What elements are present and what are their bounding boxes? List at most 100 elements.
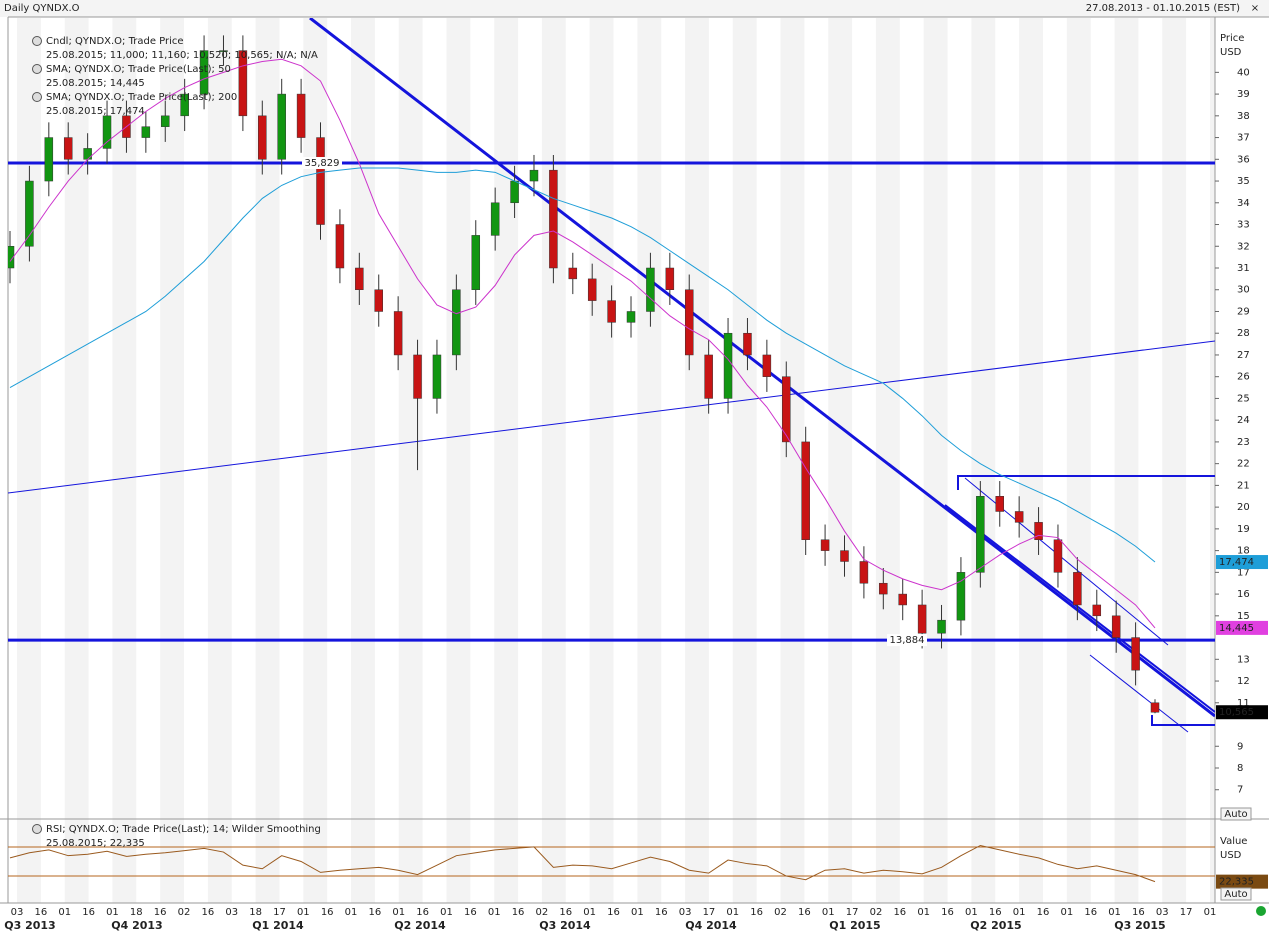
candle-body [83, 148, 92, 160]
candle-body [665, 267, 675, 290]
candle-body [723, 332, 733, 399]
x-tick-label: 16 [1037, 907, 1050, 918]
candle-body [102, 115, 112, 149]
candle-body [161, 115, 170, 127]
candle-body [1034, 522, 1043, 540]
stripe [17, 18, 41, 903]
candle-body [937, 619, 946, 634]
x-tick-label: 16 [202, 907, 215, 918]
quarter-label: Q1 2015 [829, 919, 880, 932]
level-label: 13,884 [890, 635, 925, 646]
x-tick-label: 01 [631, 907, 644, 918]
value-marker-label: 10,565 [1219, 707, 1254, 718]
x-tick-label: 16 [893, 907, 906, 918]
x-tick-label: 01 [1060, 907, 1073, 918]
channel-line [1089, 654, 1189, 733]
x-tick-label: 01 [1204, 907, 1217, 918]
legend-icon [32, 36, 42, 46]
x-tick-label: 01 [965, 907, 978, 918]
x-tick-label: 16 [798, 907, 811, 918]
candle-body [180, 93, 189, 117]
candle-body [549, 169, 558, 269]
legend: Cndl; QYNDX.O; Trade Price 25.08.2015; 11… [32, 36, 321, 849]
candle-body [452, 289, 461, 356]
x-tick-label: 01 [917, 907, 930, 918]
y-tick-label: 25 [1237, 393, 1250, 404]
auto-button[interactable] [1220, 887, 1252, 901]
x-tick-label: 01 [440, 907, 453, 918]
candle-body [1131, 637, 1140, 671]
close-icon[interactable]: × [1251, 3, 1259, 14]
stripe [637, 18, 662, 903]
x-tick-label: 01 [106, 907, 119, 918]
stripe [160, 18, 185, 903]
y-tick-label: 39 [1237, 89, 1250, 100]
rsi-line [9, 844, 1156, 883]
stripe [875, 18, 900, 903]
x-tick-label: 18 [249, 907, 262, 918]
candle-body [801, 441, 810, 540]
candle-body [219, 50, 228, 52]
value-marker-label: 14,445 [1219, 623, 1254, 634]
candle-body [917, 604, 927, 634]
x-tick-label: 02 [178, 907, 191, 918]
candle-body [432, 354, 442, 399]
rsi-axis-label: USD [1220, 850, 1242, 861]
rsi-legend-value: 25.08.2015; 22,335 [46, 838, 145, 849]
y-tick-label: 18 [1237, 546, 1250, 557]
legend-entry: SMA; QYNDX.O; Trade Price(Last); 50 [46, 64, 231, 75]
candle-body [879, 582, 888, 595]
trend-line [944, 504, 1215, 713]
y-tick-label: 8 [1237, 763, 1243, 774]
y-tick-label: 38 [1237, 111, 1250, 122]
candle-body [316, 137, 325, 225]
y-tick-label: 31 [1237, 263, 1250, 274]
candle-body [626, 311, 636, 323]
candle-body [258, 115, 267, 160]
y-tick-label: 36 [1237, 154, 1250, 165]
auto-button[interactable] [1220, 807, 1252, 821]
stripe [541, 18, 566, 903]
x-tick-label: 16 [34, 907, 47, 918]
legend-value: 25.08.2015; 11,000; 11,160; 10,520; 10,5… [46, 50, 318, 61]
stripe [971, 18, 996, 903]
stripe [1210, 18, 1215, 903]
candle-body [8, 246, 15, 269]
legend-value: 25.08.2015; 17,474 [46, 106, 145, 117]
y-tick-label: 30 [1237, 285, 1250, 296]
stripe [207, 18, 232, 903]
y-tick-label: 23 [1237, 437, 1250, 448]
x-tick-label: 01 [297, 907, 310, 918]
sma-line [9, 58, 1156, 629]
y-tick-label: 13 [1237, 654, 1250, 665]
y-tick-label: 24 [1237, 415, 1250, 426]
y-tick-label: 9 [1237, 741, 1243, 752]
x-tick-label: 02 [774, 907, 787, 918]
y-axis-label: Price [1220, 33, 1244, 44]
x-tick-label: 16 [607, 907, 620, 918]
x-tick-label: 17 [703, 907, 716, 918]
candle-body [44, 137, 54, 182]
candle-body [1092, 604, 1102, 617]
legend-icon [32, 824, 42, 834]
x-tick-label: 17 [1180, 907, 1193, 918]
level-label-bg [302, 157, 342, 170]
quarter-label: Q3 2015 [1114, 919, 1165, 932]
candle-body [568, 267, 578, 280]
rsi-legend: RSI; QYNDX.O; Trade Price(Last); 14; Wil… [46, 824, 321, 835]
y-tick-label: 19 [1237, 524, 1250, 535]
rsi-plot [8, 844, 1215, 883]
value-marker-label: 22,335 [1219, 877, 1254, 888]
candle-body [393, 311, 403, 356]
stripe [303, 18, 328, 903]
x-tick-label: 01 [1108, 907, 1121, 918]
date-range: 27.08.2013 - 01.10.2015 (EST) [1086, 3, 1240, 14]
range-line [1151, 715, 1215, 726]
chart-title: Daily QYNDX.O [4, 3, 80, 14]
candle-body [956, 572, 966, 621]
y-tick-label: 12 [1237, 676, 1250, 687]
stripe [732, 18, 757, 903]
candle-body [995, 496, 1004, 512]
stripe [1162, 18, 1187, 903]
